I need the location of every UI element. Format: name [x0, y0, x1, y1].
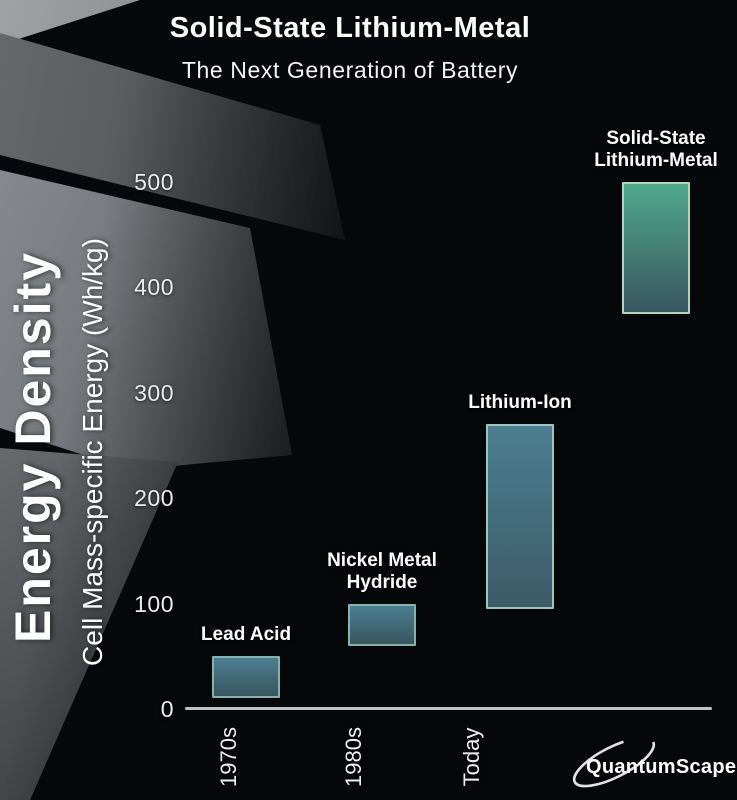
- y-axis-tick-label: 500: [134, 169, 174, 195]
- brand-name: QuantumScape: [586, 756, 737, 778]
- quantumscape-logo: QuantumScape: [562, 726, 737, 796]
- bar-lithium-ion: [486, 424, 554, 609]
- x-axis-category-label: 1980s: [341, 727, 366, 787]
- bar-label-solid-state-lithium-metal: Solid-State Lithium-Metal: [594, 128, 718, 171]
- bar-solid-state-lithium-metal: [622, 182, 690, 314]
- page-subtitle: The Next Generation of Battery: [181, 57, 519, 83]
- y-axis-tick-label: 400: [134, 274, 174, 301]
- bar-nickel-metal-hydride: [348, 603, 416, 646]
- y-axis-group-title: Energy Density: [5, 251, 61, 644]
- y-axis-tick-label: 300: [134, 379, 174, 406]
- bar-lead-acid: [212, 656, 280, 699]
- x-axis-category-label: 1970s: [216, 727, 241, 787]
- orbit-ellipse-icon: [572, 736, 656, 788]
- bar-label-lead-acid: Lead Acid: [200, 624, 292, 646]
- x-axis-category-label: Today: [459, 727, 484, 787]
- y-axis-tick-label: 100: [134, 590, 174, 617]
- bar-label-lithium-ion: Lithium-Ion: [468, 392, 572, 414]
- page-title: Solid-State Lithium-Metal: [169, 12, 531, 44]
- y-axis-tick-label: 0: [160, 696, 174, 722]
- y-axis-title: Cell Mass-specific Energy (Wh/kg): [77, 238, 108, 666]
- x-axis-line: [185, 707, 712, 710]
- bar-label-nickel-metal-hydride: Nickel Metal Hydride: [327, 549, 437, 593]
- y-axis-tick-label: 200: [134, 485, 174, 512]
